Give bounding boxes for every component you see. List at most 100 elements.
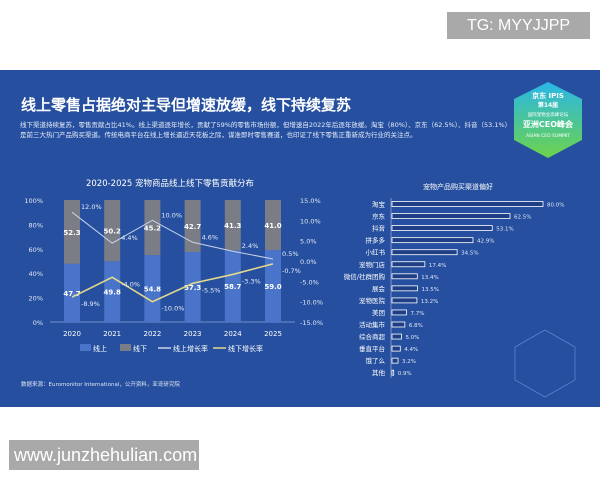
bar-offline [64, 200, 80, 264]
rate-label: -5.5% [202, 286, 221, 294]
bar-online-label: 57.3 [184, 284, 201, 292]
y2-tick-label: 5.0% [300, 238, 317, 246]
rate-label: -10.0% [161, 305, 184, 313]
left-chart-title: 2020-2025 宠物商品线上线下零售贡献分布 [86, 178, 254, 189]
category-label: 京东 [372, 212, 386, 221]
rate-label: -4.0% [121, 280, 140, 288]
x-tick-label: 2021 [103, 330, 121, 338]
channel-bar [391, 261, 426, 268]
y-tick-label: 100% [24, 197, 43, 205]
channel-bar [391, 237, 474, 244]
channel-bar [391, 201, 544, 207]
y2-tick-label: 0.0% [300, 258, 317, 266]
bar-online [265, 250, 281, 322]
category-label: 宠物门店 [359, 260, 386, 269]
channel-value-label: 13.2% [421, 299, 438, 305]
channel-value-label: 6.8% [409, 323, 423, 329]
rate-label: -0.7% [282, 267, 301, 275]
rate-label: 0.5% [282, 250, 299, 258]
channel-bar [391, 225, 493, 232]
bar-offline-label: 45.2 [144, 225, 161, 233]
bar-offline [184, 200, 201, 253]
channel-bar [391, 249, 458, 256]
bar-online [184, 252, 201, 322]
category-label: 饿了么 [366, 356, 386, 365]
rate-label: 4.6% [202, 233, 219, 241]
y-tick-label: 0% [33, 319, 43, 327]
category-label: 综合商超 [359, 332, 386, 341]
channel-value-label: 5.0% [405, 335, 419, 341]
channel-value-label: 62.5% [514, 215, 531, 221]
category-label: 展会 [372, 284, 386, 293]
bar-offline [104, 200, 121, 262]
channel-bar [391, 357, 399, 364]
line-online-rate [71, 211, 274, 260]
channel-bar [391, 309, 407, 316]
channel-value-label: 0.9% [398, 371, 412, 377]
infographic-panel: 线上零售占据绝对主导但增速放缓，线下持续复苏 线下渠道持续复苏，零售贡献占比41… [0, 70, 600, 407]
line-offline-rate [71, 263, 274, 303]
logo-text: 第14届 [537, 101, 558, 109]
x-tick-label: 2022 [143, 330, 161, 338]
legend-swatch [120, 344, 131, 351]
y2-tick-label: -15.0% [300, 319, 323, 327]
rate-label: 12.0% [81, 203, 102, 211]
category-label: 拼多多 [366, 236, 386, 245]
bar-offline [144, 200, 161, 256]
watermark-bottom: www.junzhehulian.com [9, 440, 199, 470]
channel-bar [391, 297, 418, 304]
y2-tick-label: -10.0% [300, 299, 323, 307]
rate-label: 4.4% [121, 234, 138, 242]
decorative-hexagon [514, 329, 576, 398]
bar-offline-label: 42.7 [184, 223, 201, 231]
bar-offline-label: 41.0 [264, 222, 281, 230]
channel-bar [391, 345, 401, 352]
y2-tick-label: -5.0% [300, 278, 319, 286]
y-tick-label: 60% [29, 246, 43, 254]
page-title: 线上零售占据绝对主导但增速放缓，线下持续复苏 [21, 96, 352, 114]
bar-offline [265, 200, 281, 251]
channel-value-label: 34.5% [461, 251, 478, 257]
category-label: 其他 [372, 368, 386, 377]
channel-bar [391, 285, 418, 292]
bar-offline-label: 50.2 [104, 228, 121, 236]
channel-value-label: 53.1% [496, 227, 513, 233]
category-label: 宠物医院 [359, 296, 386, 305]
legend-label: 线下 [133, 344, 147, 353]
logo-text: ASIAN CEO SUMMIT [526, 133, 570, 139]
category-label: 微信/社群团购 [344, 272, 386, 281]
bar-online-label: 59.0 [264, 283, 281, 291]
bar-online [104, 261, 121, 322]
bar-online-label: 54.8 [144, 286, 161, 294]
bar-online [144, 255, 161, 322]
category-label: 小红书 [366, 248, 386, 257]
legend-label: 线上增长率 [173, 344, 208, 353]
y2-tick-label: 15.0% [300, 197, 321, 205]
bar-online-label: 49.8 [104, 289, 121, 297]
bar-offline [224, 200, 241, 251]
category-label: 活动集市 [359, 320, 386, 329]
channel-bar [391, 213, 511, 219]
logo-text: 国际宠物业高峰论坛 [528, 111, 569, 118]
category-label: 抖音 [372, 224, 386, 233]
legend-swatch [80, 344, 91, 351]
channel-value-label: 17.4% [429, 263, 446, 269]
rate-label: 10.0% [161, 211, 182, 219]
watermark-top: TG: MYYJJPP [447, 12, 590, 39]
category-label: 垂直平台 [359, 344, 385, 353]
x-tick-label: 2025 [264, 330, 282, 338]
rate-label: -8.9% [81, 300, 100, 308]
channel-value-label: 7.7% [411, 311, 425, 317]
rate-label: 2.4% [242, 242, 259, 250]
bar-offline-label: 52.3 [63, 229, 80, 237]
channel-value-label: 13.4% [421, 275, 438, 281]
bar-offline-label: 41.3 [224, 222, 241, 230]
bar-online [224, 250, 241, 322]
x-tick-label: 2020 [63, 330, 81, 338]
channel-bar [391, 333, 402, 340]
logo-text: 京东 IPIS [532, 91, 564, 100]
legend-label: 线下增长率 [228, 344, 263, 353]
x-tick-label: 2024 [224, 330, 242, 338]
